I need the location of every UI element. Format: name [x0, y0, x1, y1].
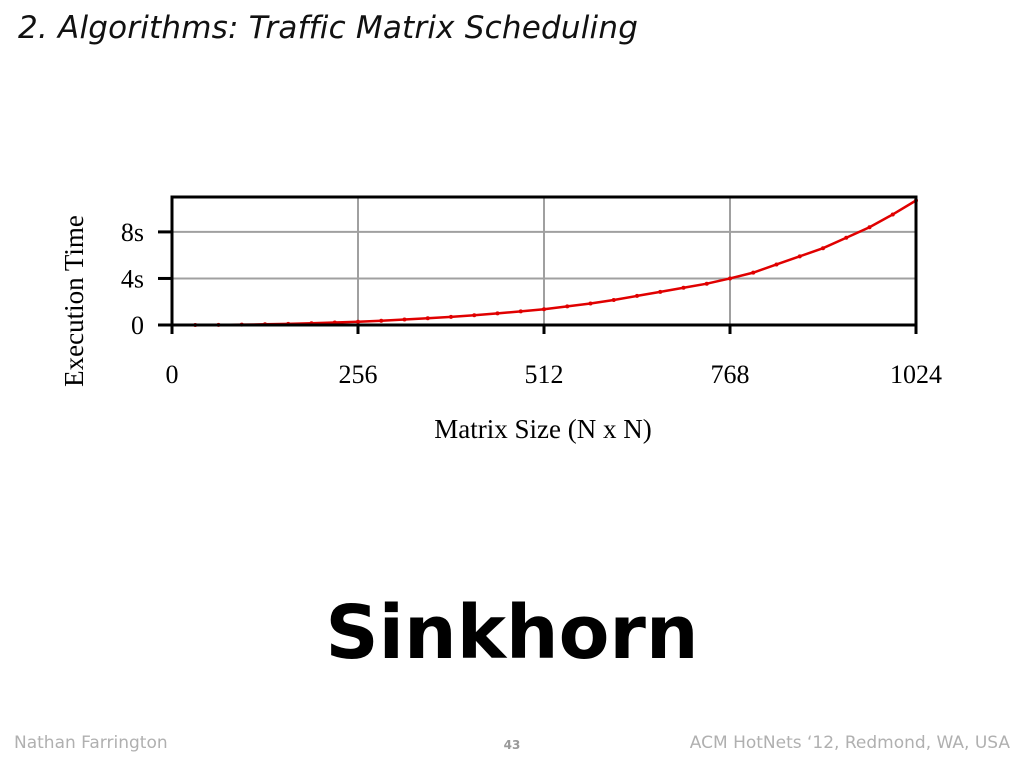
data-point	[658, 289, 663, 294]
data-point	[472, 313, 477, 318]
data-point	[542, 307, 546, 312]
data-point	[821, 246, 825, 251]
footer-author: Nathan Farrington	[14, 733, 168, 753]
x-tick-label: 0	[166, 360, 179, 389]
page-number: 43	[503, 738, 521, 752]
data-point	[728, 276, 732, 281]
data-point	[867, 225, 872, 230]
y-tick-label: 0	[131, 311, 144, 340]
x-tick-label: 1024	[890, 360, 942, 389]
data-point	[379, 318, 384, 323]
algorithm-name: Sinkhorn	[325, 590, 699, 676]
execution-time-chart: 0 256 512 768 1024 0 4s 8s Matrix Size (N x N) Ex…	[59, 195, 942, 444]
x-tick-label: 512	[525, 360, 564, 389]
data-point	[681, 285, 686, 290]
data-point	[495, 311, 500, 316]
data-point	[449, 314, 453, 319]
data-point	[635, 293, 639, 298]
x-tick-label: 768	[711, 360, 750, 389]
data-point	[774, 262, 779, 267]
footer-venue: ACM HotNets ‘12, Redmond, WA, USA	[689, 733, 1010, 753]
data-point	[518, 309, 523, 314]
data-point	[797, 254, 802, 259]
y-tick-label: 8s	[121, 218, 144, 247]
data-point	[588, 301, 593, 306]
x-tick-label: 256	[339, 360, 378, 389]
data-point	[611, 297, 616, 302]
data-point	[844, 235, 849, 240]
data-point	[704, 281, 709, 286]
slide-title: 2. Algorithms: Traffic Matrix Scheduling	[18, 10, 639, 46]
data-point	[356, 319, 360, 324]
y-axis-label: Execution Time	[59, 215, 89, 387]
data-point	[890, 212, 895, 217]
y-tick-label: 4s	[121, 264, 144, 293]
data-point	[565, 304, 570, 309]
data-point	[402, 317, 407, 322]
data-point	[425, 316, 430, 321]
data-point	[751, 270, 756, 275]
x-axis-label: Matrix Size (N x N)	[434, 414, 651, 444]
